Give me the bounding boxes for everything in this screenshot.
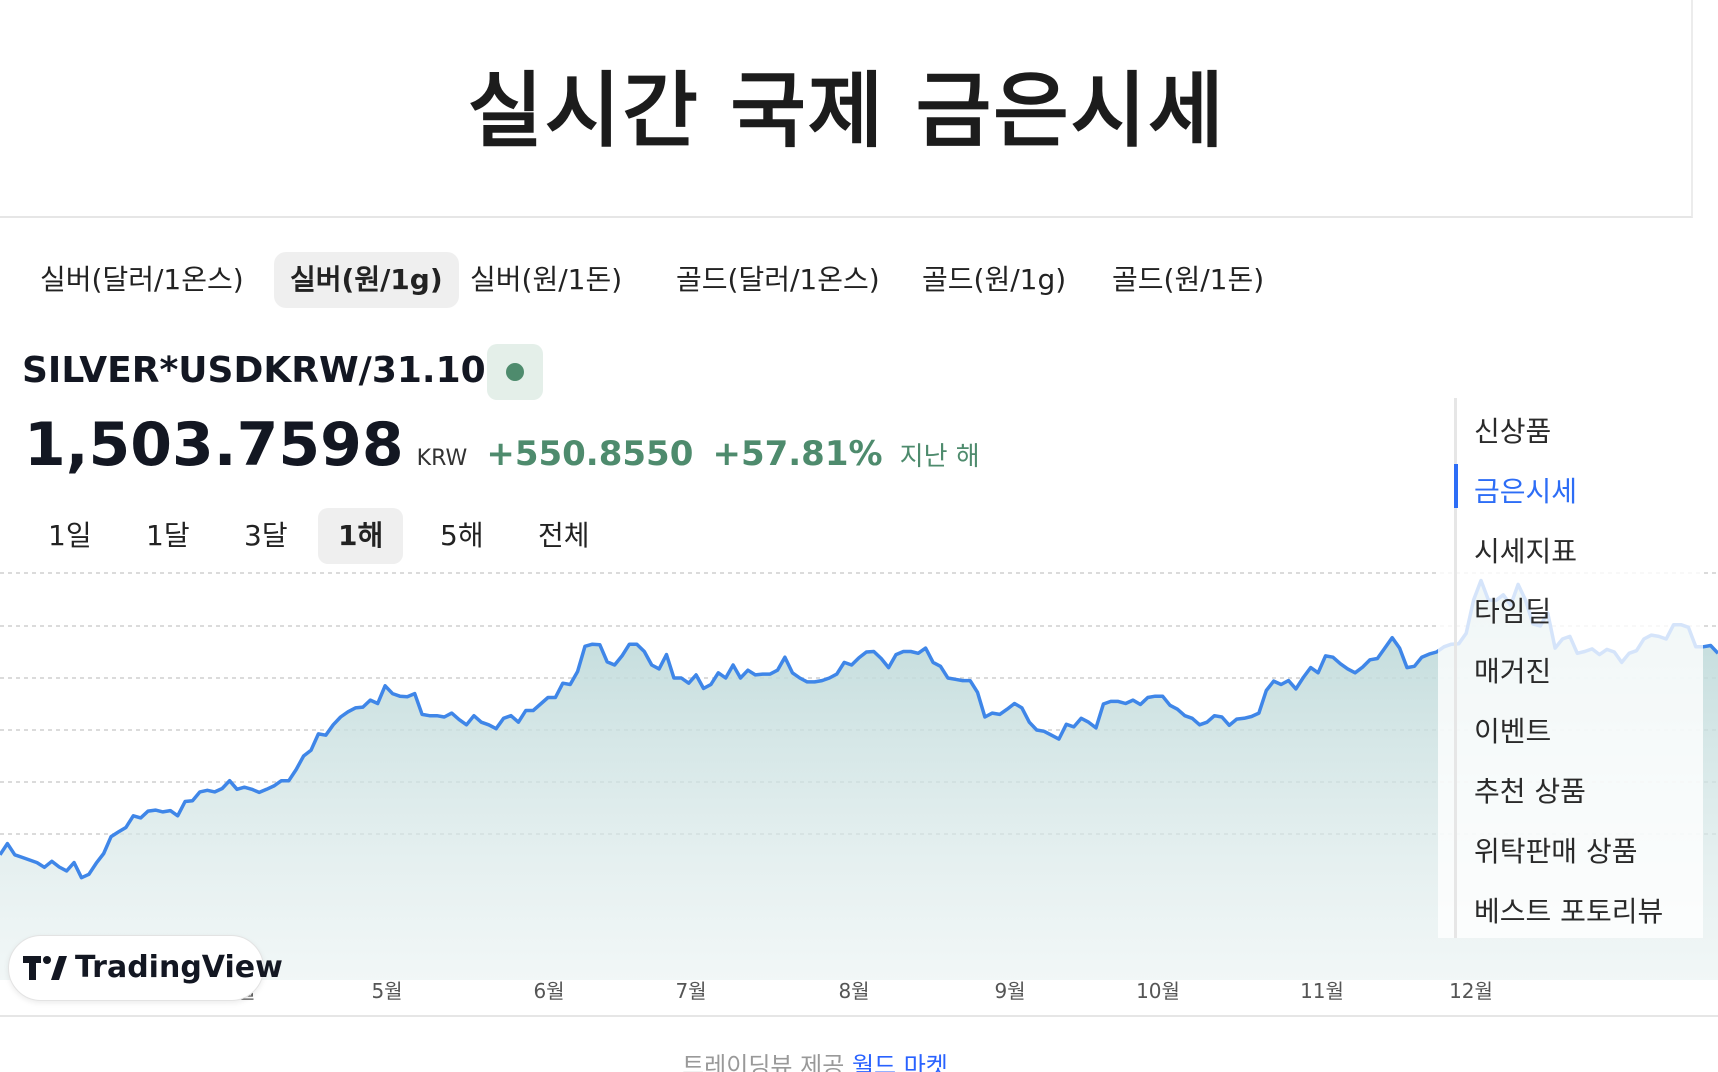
side-item-consignment[interactable]: 위탁판매 상품: [1474, 835, 1638, 868]
tab-silver-usd-oz[interactable]: 실버(달러/1온스): [40, 263, 244, 296]
tradingview-logo-icon: [23, 956, 67, 980]
tab-silver-krw-g[interactable]: 실버(원/1g): [274, 252, 459, 308]
range-3m[interactable]: 3달: [244, 519, 288, 552]
x-axis-month-label: 8월: [838, 979, 870, 1003]
credit-link[interactable]: 월드 마켓: [851, 1052, 948, 1072]
range-all[interactable]: 전체: [538, 519, 590, 552]
side-item-recommended[interactable]: 추천 상품: [1474, 775, 1586, 808]
side-item-time-deal[interactable]: 타임딜: [1474, 595, 1552, 628]
change-period-label: 지난 해: [899, 442, 980, 472]
chart-credit: 트레이딩뷰 제공 월드 마켓: [0, 1046, 1630, 1072]
tradingview-badge[interactable]: TradingView: [8, 935, 283, 1001]
price-currency: KRW: [416, 446, 468, 471]
side-item-new-products[interactable]: 신상품: [1474, 415, 1552, 448]
range-1d[interactable]: 1일: [48, 519, 92, 552]
range-1y[interactable]: 1해: [318, 508, 404, 564]
x-axis-month-label: 6월: [533, 979, 565, 1003]
range-1m[interactable]: 1달: [146, 519, 190, 552]
side-menu-track: [1454, 398, 1457, 938]
price-chart[interactable]: [0, 560, 1718, 1020]
side-item-price-index[interactable]: 시세지표: [1474, 535, 1578, 568]
symbol-label: SILVER*USDKRW/31.1035: [22, 350, 536, 391]
side-item-event[interactable]: 이벤트: [1474, 715, 1552, 748]
tab-gold-krw-don[interactable]: 골드(원/1돈): [1112, 263, 1265, 296]
current-price: 1,503.7598: [24, 410, 404, 480]
price-summary: 1,503.7598 KRW +550.8550 +57.81% 지난 해: [24, 410, 980, 480]
floating-side-menu: 신상품 금은시세 시세지표 타임딜 매거진 이벤트 추천 상품 위탁판매 상품 …: [1438, 398, 1703, 938]
x-axis-month-label: 10월: [1136, 979, 1180, 1003]
range-5y[interactable]: 5해: [440, 519, 484, 552]
price-change-percent: +57.81%: [712, 434, 883, 474]
chart-divider: [0, 1015, 1718, 1017]
price-change: +550.8550: [486, 434, 694, 474]
market-status-indicator: [487, 344, 543, 400]
chart-price-line: [0, 578, 1718, 880]
tab-gold-usd-oz[interactable]: 골드(달러/1온스): [676, 263, 880, 296]
tab-silver-krw-don[interactable]: 실버(원/1돈): [470, 263, 623, 296]
page-title: 실시간 국제 금은시세: [467, 64, 1226, 159]
market-status-dot: [506, 363, 524, 381]
tradingview-label: TradingView: [75, 950, 283, 985]
side-menu-active-indicator: [1454, 464, 1458, 508]
x-axis-month-label: 9월: [994, 979, 1026, 1003]
page-header: 실시간 국제 금은시세: [0, 0, 1693, 218]
side-item-best-photo-review[interactable]: 베스트 포토리뷰: [1474, 895, 1664, 928]
credit-prefix: 트레이딩뷰 제공: [682, 1052, 845, 1072]
x-axis-month-label: 11월: [1300, 979, 1344, 1003]
x-axis-month-label: 7월: [675, 979, 707, 1003]
tab-gold-krw-g[interactable]: 골드(원/1g): [922, 263, 1067, 296]
x-axis-month-label: 12월: [1449, 979, 1493, 1003]
side-item-magazine[interactable]: 매거진: [1474, 655, 1552, 688]
x-axis-month-label: 5월: [371, 979, 403, 1003]
chart-area-fill: [0, 580, 1718, 980]
side-item-gold-silver-price[interactable]: 금은시세: [1474, 475, 1578, 508]
